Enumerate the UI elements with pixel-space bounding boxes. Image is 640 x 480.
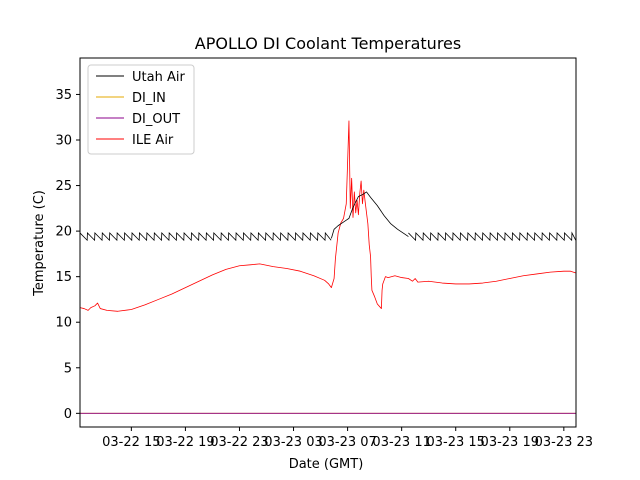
x-tick-label: 03-22 15 — [102, 435, 160, 450]
series-utah-air-line — [408, 231, 577, 242]
x-tick-label: 03-23 15 — [426, 435, 484, 450]
x-axis-label: Date (GMT) — [289, 457, 364, 472]
y-tick-label: 10 — [55, 316, 72, 331]
y-tick-label: 15 — [55, 270, 72, 285]
legend: Utah Air DI_IN DI_OUT ILE Air — [87, 64, 195, 155]
legend-box — [87, 64, 195, 155]
y-axis-label: Temperature (C) — [32, 190, 47, 297]
plot-area — [79, 57, 577, 428]
series-utah-air-line — [79, 231, 332, 242]
series-ile-air-line — [79, 120, 577, 312]
y-tick-label: 5 — [64, 361, 72, 376]
y-tick-label: 30 — [55, 134, 72, 149]
series-layer — [79, 120, 577, 414]
series-utah-air-line — [330, 191, 409, 239]
x-tick-label: 03-22 19 — [156, 435, 214, 450]
legend-label: DI_IN — [132, 91, 166, 106]
legend-label: ILE Air — [132, 133, 174, 148]
x-tick-label: 03-23 03 — [264, 435, 322, 450]
y-tick-label: 25 — [55, 179, 72, 194]
y-tick-label: 35 — [55, 88, 72, 103]
y-tick-label: 20 — [55, 225, 72, 240]
y-tick-label: 0 — [64, 407, 72, 422]
x-tick-label: 03-23 23 — [535, 435, 593, 450]
legend-label: Utah Air — [132, 70, 185, 85]
x-tick-label: 03-23 11 — [372, 435, 430, 450]
chart-title: APOLLO DI Coolant Temperatures — [195, 34, 461, 53]
x-tick-label: 03-23 07 — [318, 435, 376, 450]
x-tick-label: 03-23 19 — [481, 435, 539, 450]
y-axis-ticks: 0 5 10 15 20 25 30 35 — [55, 88, 80, 422]
x-tick-label: 03-22 23 — [210, 435, 268, 450]
legend-label: DI_OUT — [132, 112, 180, 127]
